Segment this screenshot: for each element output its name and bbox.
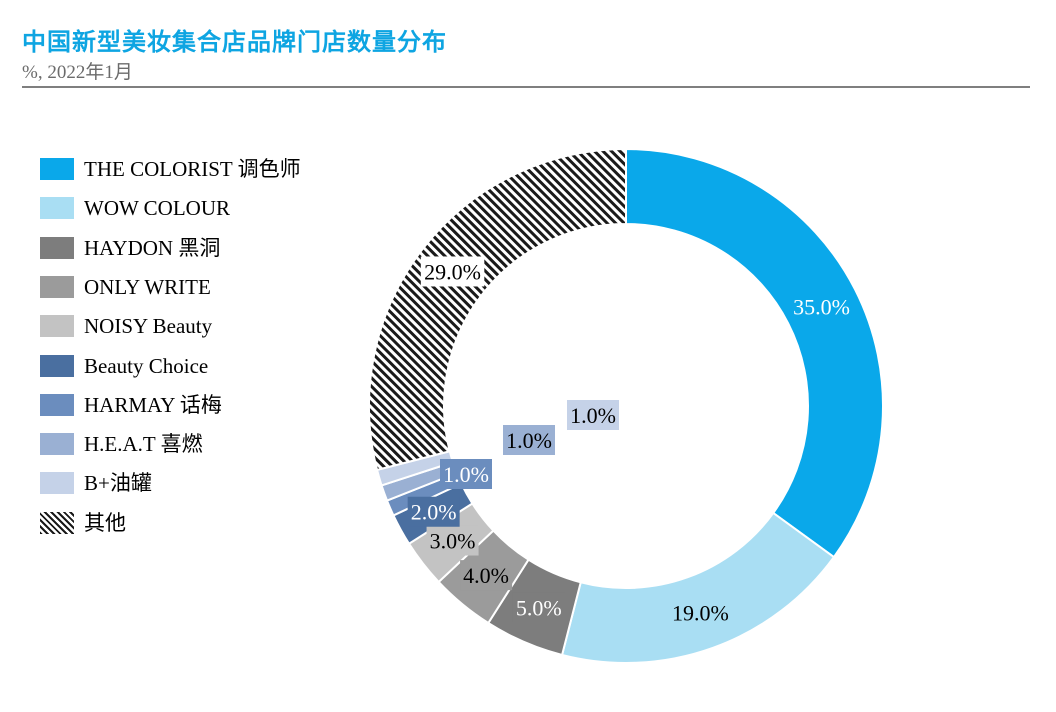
legend-label: WOW COLOUR [84,196,231,221]
legend-swatch [40,315,74,338]
data-label-bg [407,496,460,527]
legend-item: H.E.A.T 喜燃 [40,431,400,457]
data-label: 1.0% [503,425,555,455]
data-label: 1.0% [440,459,492,489]
data-label-text: 29.0% [424,259,481,284]
data-label-text: 1.0% [570,403,616,428]
data-label-bg [789,291,854,322]
chart-subtitle: %, 2022年1月 [22,62,133,83]
data-label-bg [460,560,513,591]
legend-item: WOW COLOUR [40,195,400,221]
legend-label: HAYDON 黑洞 [84,235,221,260]
data-label-bg [567,400,619,430]
data-label-text: 4.0% [463,563,509,588]
legend-swatch [40,393,74,416]
data-label-bg [420,256,485,287]
data-label-text: 1.0% [506,428,552,453]
data-label: 4.0% [460,560,513,591]
legend-label: Beauty Choice [84,353,209,378]
legend-swatch [40,236,74,259]
legend-label: THE COLORIST 调色师 [84,157,301,181]
data-label-bg [512,592,565,623]
chart-title: 中国新型美妆集合店品牌门店数量分布 [22,28,447,56]
legend-item: THE COLORIST 调色师 [40,156,400,182]
legend-item: Beauty Choice [40,353,400,379]
data-label: 3.0% [426,525,479,556]
donut-slice [625,147,884,559]
legend-item: ONLY WRITE [40,274,400,300]
legend-swatch [40,197,74,220]
data-label-text: 5.0% [516,595,562,620]
legend-item: HAYDON 黑洞 [40,235,400,261]
legend-swatch [40,275,74,298]
legend-label: ONLY WRITE [84,274,211,299]
legend-label: HARMAY 话梅 [84,392,222,417]
data-label-bg [440,459,492,489]
legend-swatch [40,354,74,377]
legend-item: B+油罐 [40,470,400,496]
legend-swatch [40,158,74,180]
legend-label: B+油罐 [84,471,152,496]
donut-slice [560,511,836,664]
data-label-text: 2.0% [411,500,457,525]
data-label: 1.0% [567,400,619,430]
data-label-text: 3.0% [430,529,476,554]
data-label-text: 19.0% [672,601,729,626]
legend-item: 其他 [40,510,400,536]
data-label-bg [503,425,555,455]
data-label: 35.0% [789,291,854,322]
data-label-bg [426,525,479,556]
legend-label: H.E.A.T 喜燃 [84,432,203,457]
data-label: 5.0% [512,592,565,623]
legend-label: 其他 [84,510,126,535]
legend-swatch [40,511,74,534]
legend-item: NOISY Beauty [40,313,400,339]
donut-slice [368,147,627,472]
legend-swatch [40,472,74,495]
legend-item: HARMAY 话梅 [40,392,400,418]
title-divider [22,86,1030,88]
data-label: 29.0% [420,256,485,287]
legend-swatch [40,433,74,456]
data-label-text: 1.0% [443,462,489,487]
data-label-text: 35.0% [793,294,850,319]
data-label: 19.0% [672,601,729,626]
data-label: 2.0% [407,496,460,527]
legend-label: NOISY Beauty [84,314,213,339]
